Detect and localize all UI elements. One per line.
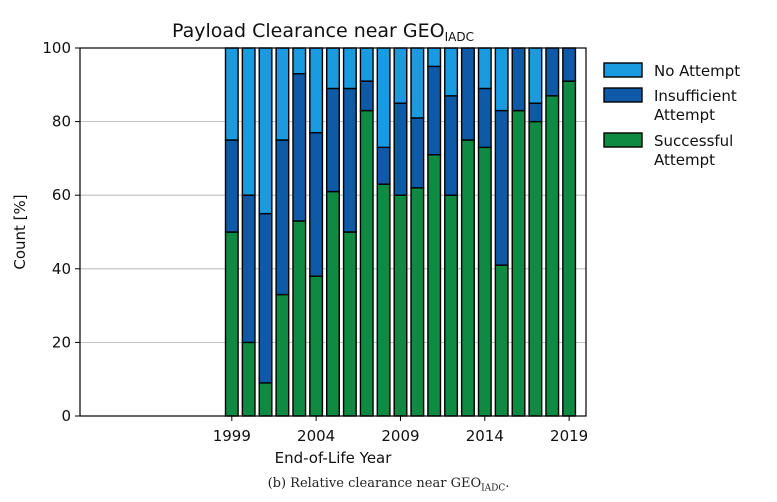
bar-segment xyxy=(460,47,475,141)
figure-caption: (b) Relative clearance near GEOIADC. xyxy=(267,476,510,494)
legend-label: Insufficient xyxy=(654,87,737,105)
bar-segment xyxy=(410,117,425,189)
bar-segment xyxy=(444,95,459,196)
y-tick-label: 20 xyxy=(52,333,71,351)
bar-segment xyxy=(241,47,256,196)
bar-segment xyxy=(410,187,425,417)
y-tick-label: 100 xyxy=(42,39,71,57)
bar-segment xyxy=(393,47,408,104)
bar-segment xyxy=(562,47,577,82)
bar-segment xyxy=(342,231,357,417)
chart-title: Payload Clearance near GEOIADC xyxy=(172,20,474,44)
stacked-bar-chart: 0 20 40 60 80 100 1999 2004 2009 2014 2019 End-of-L… xyxy=(11,20,740,467)
bar-segment xyxy=(241,194,256,344)
y-axis-label: Count [%] xyxy=(11,194,29,269)
bar-segment xyxy=(444,47,459,97)
bar-segment xyxy=(326,87,341,193)
x-tick-label: 1999 xyxy=(213,427,251,445)
bar-segment xyxy=(376,183,391,417)
bar-segment xyxy=(528,47,543,104)
y-tick-label: 60 xyxy=(52,186,71,204)
legend-swatch xyxy=(603,62,643,78)
legend-swatch xyxy=(603,132,643,148)
bar-segment xyxy=(224,231,239,417)
bar-segment xyxy=(241,341,256,417)
bar-segment xyxy=(292,47,307,75)
bar-segment xyxy=(494,264,509,417)
bar-segment xyxy=(427,47,442,68)
bar-segment xyxy=(545,95,560,417)
bar-segment xyxy=(275,47,290,141)
bar-segment xyxy=(309,47,324,134)
bar-segment xyxy=(494,47,509,112)
bar-segment xyxy=(258,47,273,215)
x-axis-label: End-of-Life Year xyxy=(275,449,393,467)
bar-segment xyxy=(292,73,307,222)
bar-segment xyxy=(359,47,374,82)
bar-segment xyxy=(292,220,307,417)
bar-segment xyxy=(309,275,324,417)
x-tick-label: 2014 xyxy=(466,427,504,445)
bar-segment xyxy=(326,47,341,90)
x-tick-label: 2009 xyxy=(381,427,419,445)
bar-segment xyxy=(410,47,425,119)
bar-segment xyxy=(477,146,492,417)
bar-segment xyxy=(309,131,324,277)
bar-segment xyxy=(224,139,239,233)
bar-segment xyxy=(427,65,442,156)
bar-segment xyxy=(511,47,526,112)
bar-segment xyxy=(359,80,374,112)
bar-segment xyxy=(393,102,408,196)
bar-segment xyxy=(258,212,273,384)
bar-segment xyxy=(359,109,374,417)
bar-segment xyxy=(511,109,526,417)
bar-segment xyxy=(444,194,459,417)
legend-label: Successful xyxy=(654,132,733,150)
bar-segment xyxy=(326,190,341,417)
bar-segment xyxy=(275,139,290,296)
bar-segment xyxy=(562,80,577,417)
bar-segment xyxy=(376,47,391,149)
bar-segment xyxy=(477,47,492,90)
bar-segment xyxy=(545,47,560,97)
legend-label: Attempt xyxy=(654,151,715,169)
bar-segment xyxy=(427,154,442,417)
bar-segment xyxy=(258,382,273,417)
x-tick-label: 2019 xyxy=(550,427,588,445)
bar-segment xyxy=(528,120,543,417)
bar-segment xyxy=(342,87,357,233)
bar-segment xyxy=(477,87,492,149)
bar-segment xyxy=(393,194,408,417)
y-tick-label: 40 xyxy=(52,260,71,278)
legend-label: Attempt xyxy=(654,106,715,124)
y-tick-label: 80 xyxy=(52,113,71,131)
bar-segment xyxy=(224,47,239,141)
bar-segment xyxy=(494,109,509,266)
bar-segment xyxy=(342,47,357,90)
legend-label: No Attempt xyxy=(654,62,740,80)
plot-frame xyxy=(79,47,587,417)
bar-segment xyxy=(460,139,475,417)
legend-swatch xyxy=(603,87,643,103)
x-tick-label: 2004 xyxy=(297,427,335,445)
bar-segment xyxy=(376,146,391,185)
bar-segment xyxy=(528,102,543,123)
bar-segment xyxy=(275,293,290,417)
y-tick-label: 0 xyxy=(61,407,71,425)
